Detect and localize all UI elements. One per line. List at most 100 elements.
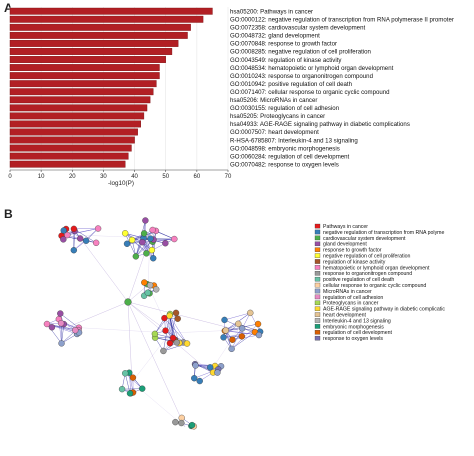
network-node [145,290,151,296]
network-node [173,310,179,316]
category-label: GO:0048534: hematopoietic or lymphoid or… [230,65,394,72]
network-node [178,420,184,426]
bar [10,97,150,103]
network-edge [132,333,170,382]
network-node [153,286,159,292]
network-node [58,320,64,326]
x-axis-label: -log10(P) [108,180,134,187]
bar [10,89,153,95]
network-node [141,280,147,286]
network-node [222,317,228,323]
category-label: hsa05205: Proteoglycans in cancer [230,113,325,120]
bar [10,48,172,54]
network-node [223,327,229,333]
legend-swatch [315,242,320,246]
category-label: GO:0048732: gland development [230,33,320,40]
legend-swatch [315,283,320,287]
bar [10,129,138,135]
bar [10,145,131,151]
network-node [59,340,65,346]
x-tick-label: 50 [162,174,169,180]
panel-b-network [44,217,263,429]
x-tick-label: 10 [38,174,45,180]
bar [10,121,141,127]
panel-b-label: B [4,207,13,221]
legend-swatch [315,307,320,311]
legend-swatch [315,324,320,328]
network-edge [225,313,251,320]
legend-swatch [315,301,320,305]
network-node [124,241,130,247]
category-label: GO:0007507: heart development [230,129,319,136]
network-node [150,227,156,233]
network-node [83,238,89,244]
legend-label: response to oxygen levels [323,336,383,342]
network-node [191,375,197,381]
bar [10,72,159,78]
category-label: GO:0070848: response to growth factor [230,41,337,48]
bar [10,32,188,38]
category-label: GO:0070482: response to oxygen levels [230,161,339,168]
bar [10,137,135,143]
x-tick-label: 0 [8,174,12,180]
legend-swatch [315,271,320,275]
bar [10,64,159,70]
legend-swatch [315,224,320,228]
network-node [44,321,50,327]
legend-swatch [315,230,320,234]
bar [10,80,156,86]
category-label: GO:0000122: negative regulation of trans… [230,17,454,24]
x-tick-label: 20 [69,174,76,180]
network-node [129,237,135,243]
network-node [141,230,147,236]
network-node [175,316,181,322]
network-node [127,390,133,396]
bar [10,24,191,30]
legend-swatch [315,313,320,317]
network-node [147,236,153,242]
network-node [152,331,158,337]
network-node [184,341,190,347]
network-node [143,250,149,256]
legend-swatch [315,277,320,281]
legend-swatch [315,259,320,263]
category-label: GO:0060284: regulation of cell developme… [230,153,350,160]
network-node [160,348,166,354]
network-node [162,240,168,246]
network-node [77,236,83,242]
category-label: GO:0008285: negative regulation of cell … [230,49,371,56]
bar [10,113,144,119]
legend-swatch [315,295,320,299]
network-node [170,335,176,341]
legend-swatch [315,265,320,269]
network-node [163,328,169,334]
network-node [189,422,195,428]
category-label: GO:0010243: response to organonitrogen c… [230,73,373,80]
network-edge [68,302,128,327]
legend-swatch [315,336,320,340]
category-label: GO:0043549: regulation of kinase activit… [230,57,342,64]
network-node [125,299,132,306]
network-node [142,217,148,223]
legend-swatch [315,330,320,334]
network-node [72,327,78,333]
category-label: R-HSA-6785807: Interleukin-4 and 13 sign… [230,137,358,144]
x-tick-label: 60 [194,174,201,180]
bar [10,8,212,14]
network-node [255,321,261,327]
network-node [229,346,235,352]
network-node [61,227,67,233]
legend-swatch [315,254,320,258]
legend-swatch [315,248,320,252]
category-label: GO:0072358: cardiovascular system develo… [230,25,365,32]
x-tick-label: 70 [225,174,232,180]
network-node [133,253,139,259]
bar [10,40,178,46]
legend-swatch [315,289,320,293]
network-node [171,236,177,242]
network-node [172,419,178,425]
panel-a-bar-chart: hsa05200: Pathways in cancerGO:0000122: … [8,7,454,187]
category-label: GO:0071407: cellular response to organic… [230,89,390,96]
